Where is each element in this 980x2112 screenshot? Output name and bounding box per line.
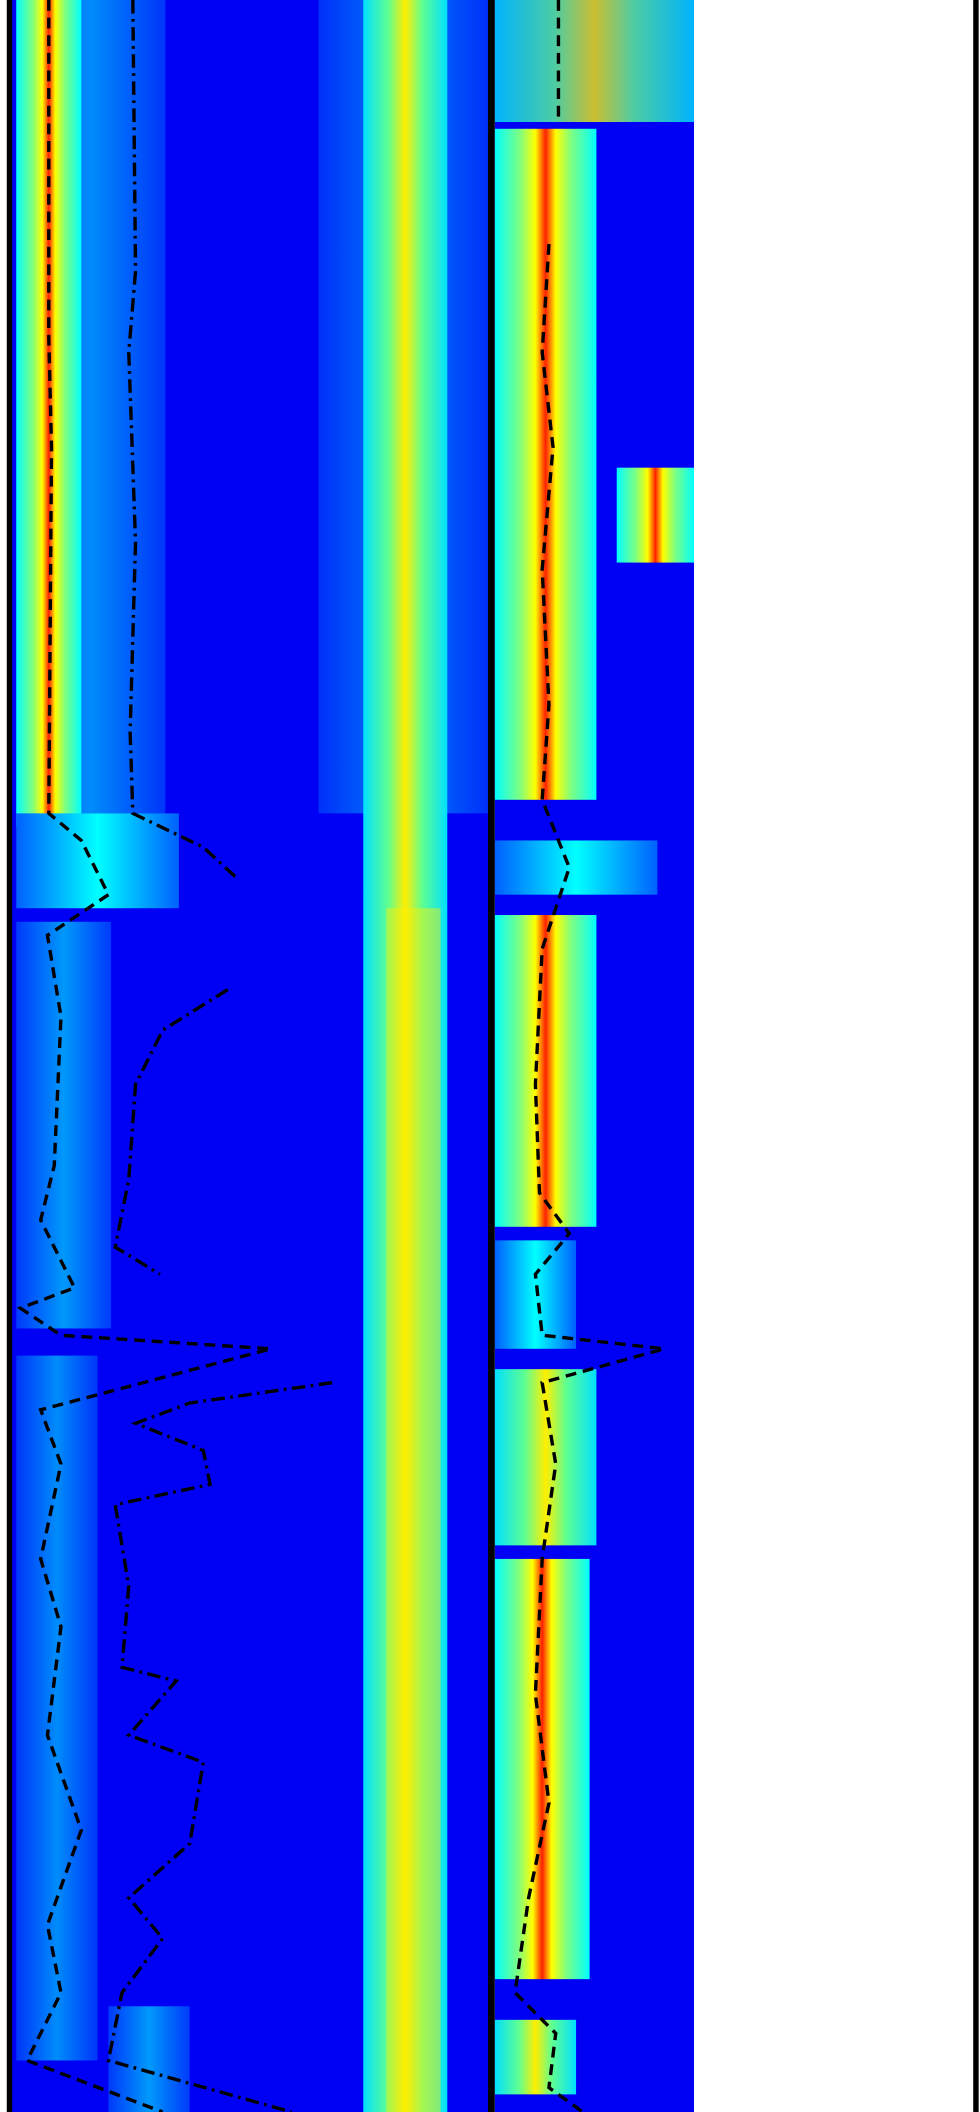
heat-region (16, 813, 179, 909)
heat-region (494, 840, 658, 895)
heat-band (494, 128, 597, 800)
heat-band (494, 1369, 597, 1546)
heat-band (363, 0, 448, 2112)
heat-band (494, 915, 597, 1227)
heat-band (386, 908, 441, 2112)
dashed-trace (16, 0, 272, 2112)
heat-region (494, 1240, 577, 1349)
heat-region (616, 467, 694, 563)
dashed-trace (513, 0, 665, 2112)
right-border (973, 0, 979, 2112)
heat-region (16, 1355, 98, 2061)
dash-dot-trace (106, 0, 333, 2112)
left-border (6, 0, 13, 2112)
heat-region (494, 0, 694, 123)
right-panel (494, 0, 694, 2112)
left-panel (10, 0, 491, 2112)
heat-region (16, 921, 112, 1329)
heat-region (108, 2006, 190, 2112)
heat-band (494, 2019, 577, 2095)
panel-divider (487, 0, 495, 2112)
heat-band (494, 1558, 590, 1980)
